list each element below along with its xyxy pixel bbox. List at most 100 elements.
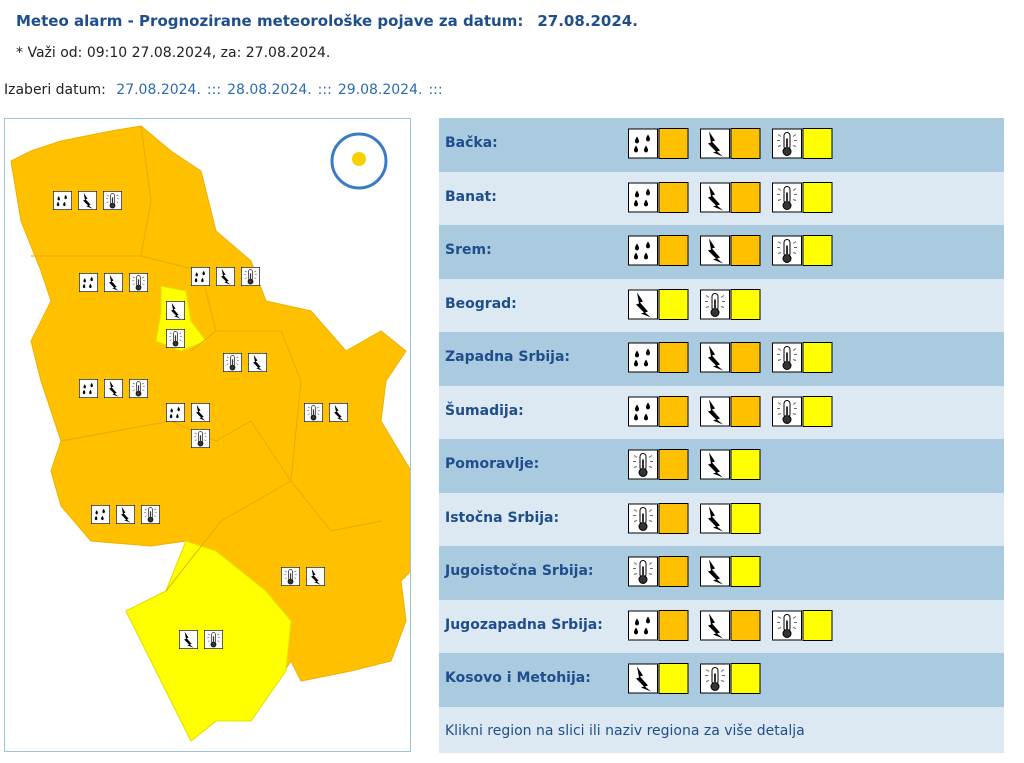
warning-level [658, 235, 689, 266]
region-name[interactable]: Istočna Srbija: [445, 509, 560, 526]
warning-icons [628, 395, 833, 427]
map-icon [116, 505, 135, 524]
map-icon [179, 630, 198, 649]
map-icon [129, 273, 148, 292]
date-picker: Izaberi datum: 27.08.2024.::: 28.08.2024.… [4, 82, 443, 98]
warning-icon [628, 128, 658, 159]
date-links: 27.08.2024.::: 28.08.2024.::: 29.08.2024.:… [110, 82, 442, 98]
warning-icon [628, 235, 658, 266]
warning-level [658, 502, 689, 534]
date-link[interactable]: 28.08.2024. [227, 82, 312, 98]
warning-icon [628, 342, 658, 373]
warning-level [658, 128, 689, 159]
warning-level [802, 395, 833, 427]
warning-level [658, 609, 689, 641]
separator: ::: [206, 82, 222, 98]
region-name[interactable]: Srem: [445, 242, 492, 258]
warning-icon [628, 288, 658, 320]
warning-level [658, 342, 689, 373]
warning-icon [628, 663, 658, 694]
map-icon [79, 273, 98, 292]
warning-icons [628, 288, 761, 320]
title-date: 27.08.2024. [537, 12, 638, 30]
warning-level [802, 181, 833, 213]
region-row: Srem: [439, 225, 1004, 279]
warning-level [658, 556, 689, 587]
warning-icon [700, 181, 730, 213]
warning-icon [700, 128, 730, 159]
separator: ::: [317, 82, 332, 98]
region-name[interactable]: Beograd: [445, 295, 517, 312]
warning-level [730, 502, 761, 534]
map-icon [241, 267, 260, 286]
warning-icons [628, 609, 833, 641]
warning-icon [700, 288, 730, 320]
map-icon [223, 353, 242, 372]
region-row: Jugozapadna Srbija: [439, 599, 1004, 653]
warning-level [730, 395, 761, 427]
map-icon [191, 267, 210, 286]
footer-note: Klikni region na slici ili naziv regiona… [439, 706, 1004, 753]
map-icon [306, 567, 325, 586]
region-row: Kosovo i Metohija: [439, 653, 1004, 707]
warning-icons [628, 556, 761, 587]
map-icon [329, 403, 348, 422]
map-icon [91, 505, 110, 524]
region-name[interactable]: Zapadna Srbija: [445, 349, 571, 365]
warning-icon [628, 181, 658, 213]
region-name[interactable]: Banat: [445, 188, 497, 205]
region-row: Zapadna Srbija: [439, 332, 1004, 386]
warning-icon [700, 663, 730, 694]
warning-icons [628, 342, 833, 373]
warning-level [730, 181, 761, 213]
warning-table: Bačka: Banat: Srem: Beograd: Zapadna Srbija:… [439, 118, 1004, 753]
map-icon [248, 353, 267, 372]
map-icon [304, 403, 323, 422]
warning-icon [628, 395, 658, 427]
map-icon [216, 267, 235, 286]
map-icon [191, 429, 210, 448]
warning-icon [772, 235, 802, 266]
region-row: Šumadija: [439, 385, 1004, 439]
warning-icons [628, 663, 761, 694]
warning-level [802, 342, 833, 373]
region-name[interactable]: Pomoravlje: [445, 456, 540, 472]
warning-icons [628, 235, 833, 266]
warning-icon [628, 556, 658, 587]
warning-level [658, 288, 689, 320]
region-name[interactable]: Šumadija: [445, 402, 524, 419]
warning-level [658, 395, 689, 427]
warning-level [802, 609, 833, 641]
warning-icon [772, 609, 802, 641]
page-title: Meteo alarm - Prognozirane meteorološke … [16, 12, 638, 30]
map-icon [79, 379, 98, 398]
region-name[interactable]: Jugozapadna Srbija: [445, 616, 603, 633]
region-row: Pomoravlje: [439, 439, 1004, 493]
map-svg [10, 125, 432, 742]
validity: * Važi od: 09:10 27.08.2024, za: 27.08.2… [16, 45, 331, 61]
warning-level [802, 128, 833, 159]
region-name[interactable]: Jugoistočna Srbija: [445, 563, 594, 579]
map [4, 118, 432, 752]
region-name[interactable]: Kosovo i Metohija: [445, 670, 591, 686]
region-row: Beograd: [439, 278, 1004, 332]
map-icon [78, 191, 97, 210]
logo-sun [352, 152, 366, 166]
warning-icon [700, 609, 730, 641]
warning-level [658, 663, 689, 694]
warning-icons [628, 181, 833, 213]
warning-icons [628, 449, 761, 480]
warning-icon [628, 449, 658, 480]
date-link[interactable]: 29.08.2024. [337, 82, 423, 98]
map-icon [141, 505, 160, 524]
warning-level [730, 449, 761, 480]
warning-icon [700, 449, 730, 480]
warning-icon [700, 235, 730, 266]
map-icon [166, 329, 185, 348]
map-icon [191, 403, 210, 422]
region-name[interactable]: Bačka: [445, 135, 498, 151]
warning-level [658, 181, 689, 213]
region-row: Istočna Srbija: [439, 492, 1004, 546]
date-link[interactable]: 27.08.2024. [116, 82, 201, 98]
